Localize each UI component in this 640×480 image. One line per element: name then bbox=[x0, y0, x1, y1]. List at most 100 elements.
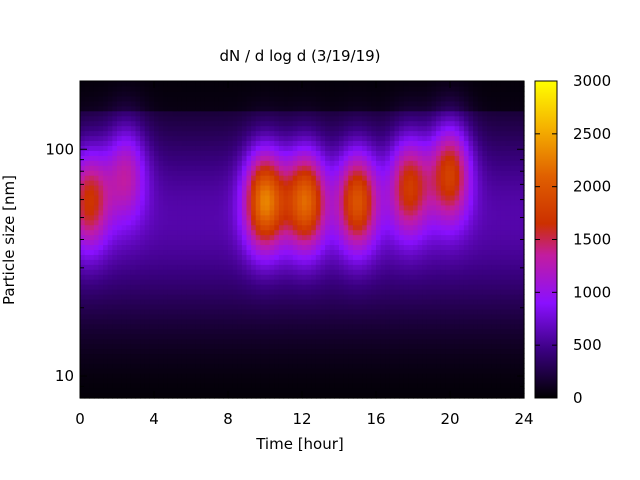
heatmap-cell bbox=[306, 85, 312, 92]
heatmap-cell bbox=[399, 254, 405, 260]
heatmap-cell bbox=[339, 194, 345, 201]
heatmap-cell bbox=[204, 338, 211, 345]
heatmap-cell bbox=[181, 249, 187, 255]
heatmap-cell bbox=[154, 303, 160, 310]
heatmap-cell bbox=[154, 100, 160, 107]
heatmap-cell bbox=[117, 308, 123, 315]
heatmap-cell bbox=[172, 155, 178, 161]
heatmap-cell bbox=[334, 264, 340, 270]
heatmap-cell bbox=[204, 95, 211, 102]
heatmap-cell bbox=[426, 81, 433, 87]
heatmap-cell bbox=[315, 298, 322, 305]
heatmap-cell bbox=[422, 264, 428, 270]
heatmap-cell bbox=[265, 303, 271, 310]
heatmap-cell bbox=[89, 219, 95, 226]
heatmap-cell bbox=[297, 115, 303, 122]
heatmap-cell bbox=[315, 180, 322, 186]
heatmap-cell bbox=[265, 249, 271, 255]
heatmap-cell bbox=[163, 229, 169, 236]
heatmap-cell bbox=[274, 189, 280, 196]
heatmap-cell bbox=[172, 368, 178, 374]
heatmap-cell bbox=[380, 145, 386, 151]
heatmap-cell bbox=[144, 298, 150, 305]
heatmap-cell bbox=[223, 274, 229, 280]
heatmap-cell bbox=[278, 293, 285, 300]
heatmap-cell bbox=[89, 180, 95, 186]
heatmap-cell bbox=[149, 328, 155, 335]
heatmap-cell bbox=[232, 393, 238, 399]
heatmap-cell bbox=[431, 264, 437, 270]
heatmap-cell bbox=[431, 204, 437, 211]
heatmap-cell bbox=[292, 95, 298, 102]
heatmap-cell bbox=[334, 110, 340, 117]
heatmap-cell bbox=[237, 229, 243, 236]
heatmap-cell bbox=[218, 348, 224, 355]
heatmap-cell bbox=[140, 279, 146, 285]
heatmap-cell bbox=[98, 338, 104, 345]
heatmap-cell bbox=[426, 105, 433, 112]
heatmap-cell bbox=[302, 209, 308, 216]
heatmap-cell bbox=[214, 155, 220, 161]
heatmap-cell bbox=[339, 308, 345, 315]
heatmap-cell bbox=[112, 135, 118, 142]
heatmap-cell bbox=[228, 105, 234, 112]
heatmap-cell bbox=[265, 155, 271, 161]
heatmap-cell bbox=[241, 333, 248, 340]
heatmap-cell bbox=[302, 328, 308, 335]
heatmap-cell bbox=[315, 378, 322, 384]
heatmap-cell bbox=[334, 180, 340, 186]
heatmap-cell bbox=[343, 100, 349, 107]
heatmap-cell bbox=[121, 224, 127, 231]
heatmap-cell bbox=[223, 219, 229, 226]
heatmap-cell bbox=[80, 308, 86, 315]
heatmap-cell bbox=[195, 393, 201, 399]
heatmap-cell bbox=[417, 239, 423, 246]
heatmap-cell bbox=[237, 388, 243, 394]
heatmap-cell bbox=[422, 363, 428, 369]
heatmap-cell bbox=[362, 160, 368, 166]
heatmap-cell bbox=[228, 313, 234, 320]
heatmap-cell bbox=[126, 318, 132, 325]
heatmap-cell bbox=[209, 150, 215, 156]
heatmap-cell bbox=[329, 388, 335, 394]
heatmap-cell bbox=[408, 338, 414, 345]
heatmap-cell bbox=[274, 135, 280, 142]
heatmap-cell bbox=[306, 219, 312, 226]
heatmap-cell bbox=[394, 115, 400, 122]
heatmap-cell bbox=[154, 244, 160, 251]
heatmap-cell bbox=[297, 110, 303, 117]
heatmap-cell bbox=[352, 135, 359, 142]
heatmap-cell bbox=[366, 269, 372, 275]
heatmap-cell bbox=[167, 368, 174, 374]
heatmap-cell bbox=[237, 244, 243, 251]
heatmap-cell bbox=[251, 135, 257, 142]
heatmap-cell bbox=[140, 293, 146, 300]
heatmap-cell bbox=[149, 100, 155, 107]
heatmap-cell bbox=[265, 308, 271, 315]
heatmap-cell bbox=[329, 338, 335, 345]
heatmap-cell bbox=[403, 224, 409, 231]
heatmap-cell bbox=[140, 388, 146, 394]
heatmap-cell bbox=[278, 185, 285, 191]
heatmap-cell bbox=[376, 333, 382, 340]
heatmap-cell bbox=[357, 333, 363, 340]
heatmap-cell bbox=[172, 343, 178, 350]
heatmap-cell bbox=[204, 393, 211, 399]
heatmap-cell bbox=[103, 194, 109, 201]
heatmap-cell bbox=[343, 338, 349, 345]
heatmap-cell bbox=[311, 373, 317, 379]
heatmap-cell bbox=[329, 229, 335, 236]
heatmap-cell bbox=[260, 239, 266, 246]
heatmap-cell bbox=[385, 100, 391, 107]
heatmap-cell bbox=[191, 85, 197, 92]
heatmap-cell bbox=[255, 85, 261, 92]
heatmap-cell bbox=[403, 313, 409, 320]
heatmap-cell bbox=[84, 338, 90, 345]
heatmap-cell bbox=[241, 348, 248, 355]
heatmap-cell bbox=[200, 274, 206, 280]
heatmap-cell bbox=[218, 269, 224, 275]
heatmap-cell bbox=[339, 279, 345, 285]
heatmap-cell bbox=[140, 338, 146, 345]
heatmap-cell bbox=[403, 293, 409, 300]
heatmap-cell bbox=[135, 318, 141, 325]
